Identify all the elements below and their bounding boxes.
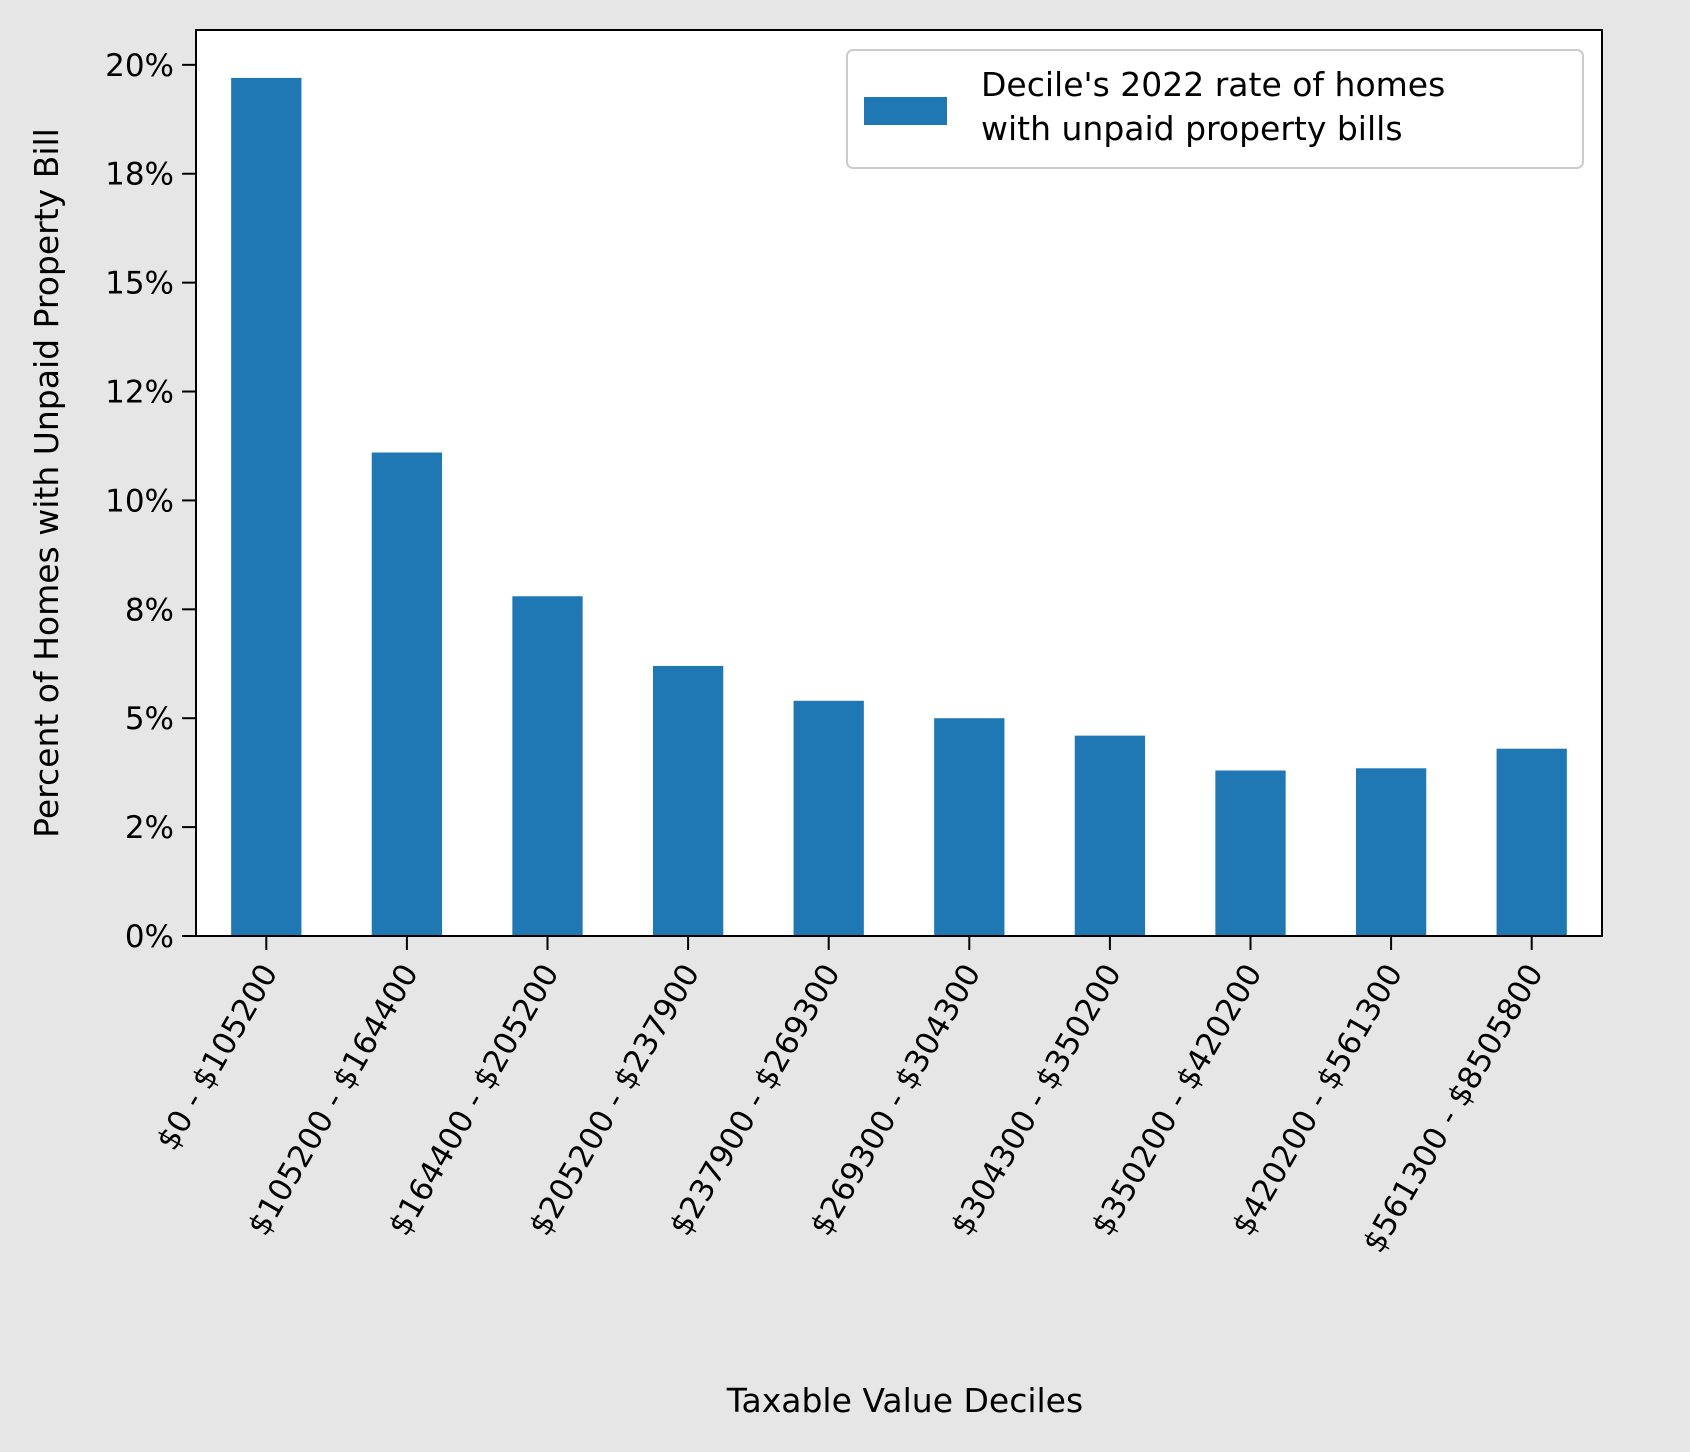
bar-6: [934, 718, 1005, 936]
bar-8: [1215, 770, 1286, 936]
legend-label-line-1: Decile's 2022 rate of homes: [981, 65, 1445, 104]
y-tick-label-2: 2%: [125, 810, 174, 846]
x-axis-title: Taxable Value Deciles: [726, 1381, 1083, 1420]
legend-box: [846, 49, 1584, 169]
legend-swatch: [864, 97, 947, 125]
bar-2: [371, 452, 443, 936]
y-tick-label-1: 0%: [125, 919, 174, 955]
y-axis-title: Percent of Homes with Unpaid Property Bi…: [27, 128, 66, 838]
y-tick-label-5: 10%: [105, 483, 174, 519]
bars-group: [231, 77, 1567, 937]
bar-10: [1496, 748, 1567, 936]
bar-9: [1355, 768, 1427, 936]
bar-7: [1074, 735, 1146, 936]
plot-frame: [195, 29, 1603, 937]
y-tick-label-6: 12%: [105, 375, 174, 411]
legend: Decile's 2022 rate of homes with unpaid …: [846, 49, 1584, 169]
bar-5: [793, 700, 864, 936]
y-axis-ticks: 0% 2% 5% 8% 10% 12% 15% 18% 20%: [105, 48, 196, 955]
bar-3: [512, 596, 583, 936]
legend-label: Decile's 2022 rate of homes with unpaid …: [981, 65, 1456, 148]
bar-1: [231, 77, 302, 937]
bar-4: [652, 665, 724, 936]
y-tick-label-9: 20%: [105, 48, 174, 84]
legend-label-line-2: with unpaid property bills: [981, 109, 1403, 148]
y-tick-label-8: 18%: [105, 157, 174, 193]
y-tick-label-7: 15%: [105, 266, 174, 302]
y-tick-label-4: 8%: [125, 592, 174, 628]
y-tick-label-3: 5%: [125, 701, 174, 737]
